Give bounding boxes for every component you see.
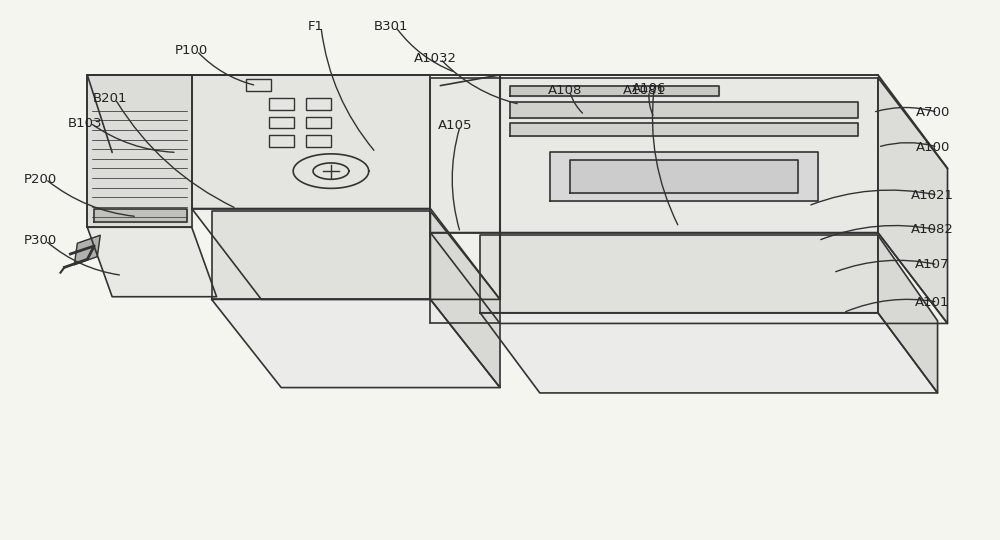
Text: A700: A700 [915, 106, 950, 119]
Text: A108: A108 [547, 84, 582, 97]
Polygon shape [87, 227, 217, 296]
Text: P300: P300 [24, 234, 57, 247]
Polygon shape [550, 152, 818, 200]
Polygon shape [74, 235, 100, 265]
Polygon shape [878, 235, 938, 393]
Polygon shape [430, 78, 878, 233]
Text: P100: P100 [175, 44, 208, 57]
Polygon shape [480, 313, 938, 393]
Polygon shape [94, 208, 187, 222]
Text: A1021: A1021 [911, 188, 954, 201]
Text: A101: A101 [915, 295, 950, 308]
Polygon shape [480, 235, 878, 313]
Text: B301: B301 [373, 21, 408, 33]
Text: P200: P200 [24, 173, 57, 186]
Text: A1081: A1081 [623, 84, 666, 97]
Polygon shape [510, 86, 719, 96]
Text: A106: A106 [632, 82, 666, 95]
Text: A100: A100 [915, 140, 950, 153]
Polygon shape [570, 160, 798, 192]
Polygon shape [430, 233, 948, 323]
Polygon shape [510, 123, 858, 137]
Text: A1032: A1032 [414, 52, 457, 65]
Polygon shape [430, 211, 500, 388]
Polygon shape [212, 299, 500, 388]
Polygon shape [878, 78, 948, 323]
Text: A1082: A1082 [911, 224, 954, 237]
Text: A105: A105 [438, 119, 473, 132]
Text: B103: B103 [68, 117, 103, 130]
Polygon shape [87, 75, 192, 227]
Text: A107: A107 [915, 258, 950, 271]
Text: F1: F1 [308, 21, 324, 33]
Polygon shape [192, 208, 500, 299]
Polygon shape [212, 211, 430, 299]
Text: B201: B201 [93, 92, 127, 105]
Polygon shape [192, 75, 430, 208]
Polygon shape [510, 102, 858, 118]
